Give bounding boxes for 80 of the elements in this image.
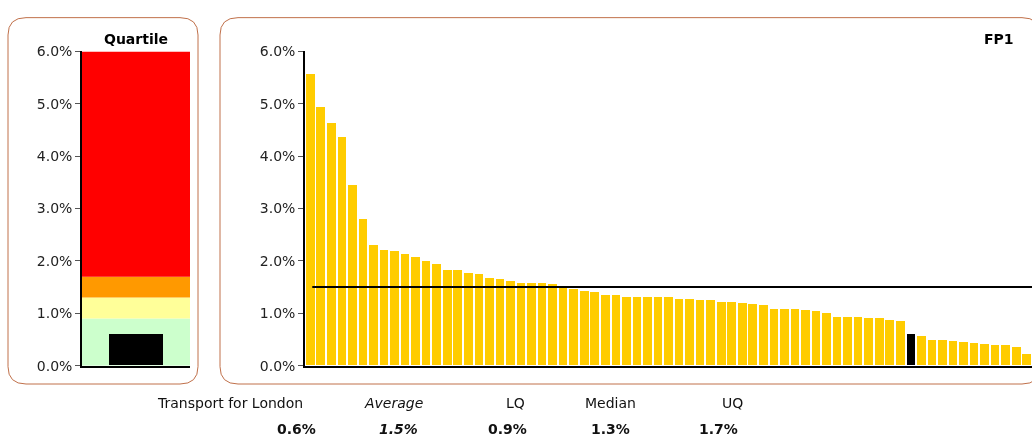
bar [801,310,810,366]
bar [770,309,778,366]
text: 0.9% [488,421,527,437]
bar [612,295,620,366]
y-tick-label: 1.0% [259,305,296,322]
bar [833,317,841,366]
bar [917,336,926,366]
bar [822,313,831,366]
bar [938,340,947,366]
text: UQ [722,395,744,411]
bar [432,264,441,366]
bar [517,283,525,366]
y-tick-label: 2.0% [36,252,73,269]
bar [338,137,346,366]
y-tick-label: 6.0% [36,43,73,60]
bar [496,279,504,366]
text: 1.7% [699,421,738,437]
bar [359,219,367,366]
bar [675,299,683,366]
bar [380,250,388,366]
bar [791,309,799,366]
y-tick-label: 0.0% [36,357,73,374]
bar [854,317,862,366]
chart-title: FP1 [984,31,1014,47]
text: Average [364,395,424,411]
y-tick-label: 3.0% [259,200,296,217]
bar [369,245,378,366]
bar [485,278,494,366]
bar [991,345,999,366]
bar [401,254,409,366]
bar [548,284,557,366]
bar [864,318,873,366]
y-tick-label: 4.0% [36,148,73,165]
y-tick-label: 5.0% [36,95,73,112]
bar [633,297,641,366]
bar [327,123,336,366]
y-tick-label: 3.0% [36,200,73,217]
bar [696,300,704,366]
bar [1001,345,1010,366]
bar [464,273,473,366]
chart-title: Quartile [104,31,169,47]
y-tick-label: 5.0% [259,95,296,112]
bar [654,297,662,366]
bar [843,317,852,366]
bar [959,342,968,366]
bar [622,297,631,366]
y-tick-label: 6.0% [259,43,296,60]
bar [980,344,989,366]
bar [759,305,768,366]
bar [928,340,936,366]
bar [812,311,820,366]
bar [569,289,578,366]
bar [348,185,357,366]
text: 1.5% [379,421,418,437]
bar [527,283,536,366]
text: 1.3% [591,421,630,437]
text: 0.6% [277,421,316,437]
bar [411,257,420,366]
y-tick-label: 4.0% [259,148,296,165]
bar [685,299,694,366]
y-tick-label: 1.0% [36,305,73,322]
bar [706,300,715,366]
text: Transport for London [157,395,304,411]
bar [949,341,957,366]
bar [506,281,515,366]
bar [896,321,905,366]
bar [422,261,430,366]
bar [601,295,610,366]
bar [390,251,399,366]
bar [475,274,483,366]
bar [664,297,673,366]
y-tick-label: 0.0% [259,357,296,374]
y-tick-label: 2.0% [259,252,296,269]
bar [780,309,789,366]
bar [643,297,652,366]
text: LQ [506,395,525,411]
text: Median [585,395,636,411]
bar [559,286,567,366]
bar [538,283,546,366]
bar [970,343,978,366]
